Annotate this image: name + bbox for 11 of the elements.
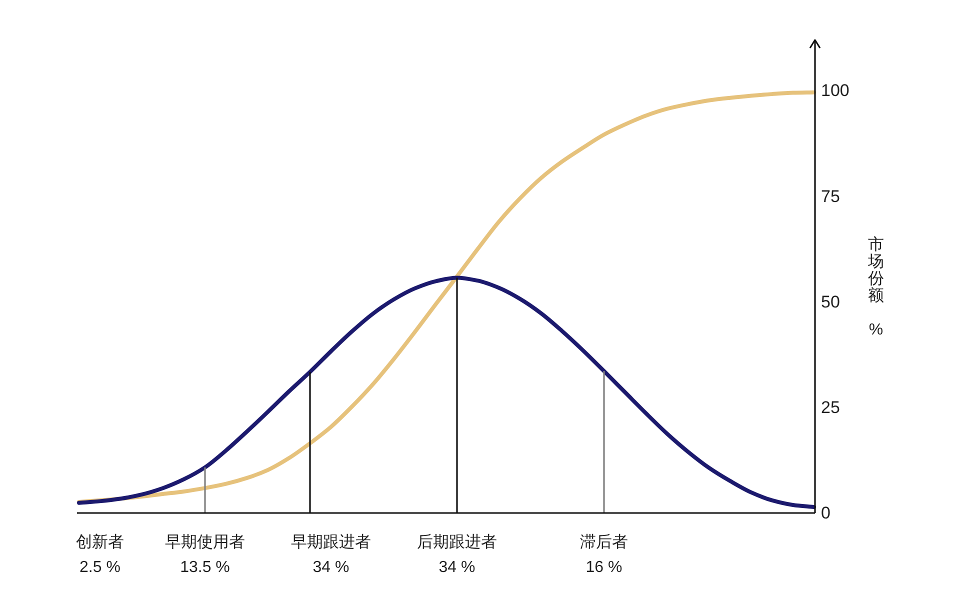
ytick-label: 50 [821,292,840,312]
ytick-label: 75 [821,186,840,206]
ytick-label: 0 [821,504,830,522]
xtick-label: 创新者 2.5 % [76,534,124,576]
ytick-label: 100 [821,81,850,100]
y-axis-title: 市场份额 % [868,236,884,338]
xtick-label: 早期跟进者 34 % [291,534,371,576]
ytick-label: 25 [821,398,840,417]
xtick-label: 早期使用者 13.5 % [165,534,245,576]
xtick-label: 后期跟进者 34 % [417,534,497,576]
xtick-label: 滞后者 16 % [580,534,628,576]
